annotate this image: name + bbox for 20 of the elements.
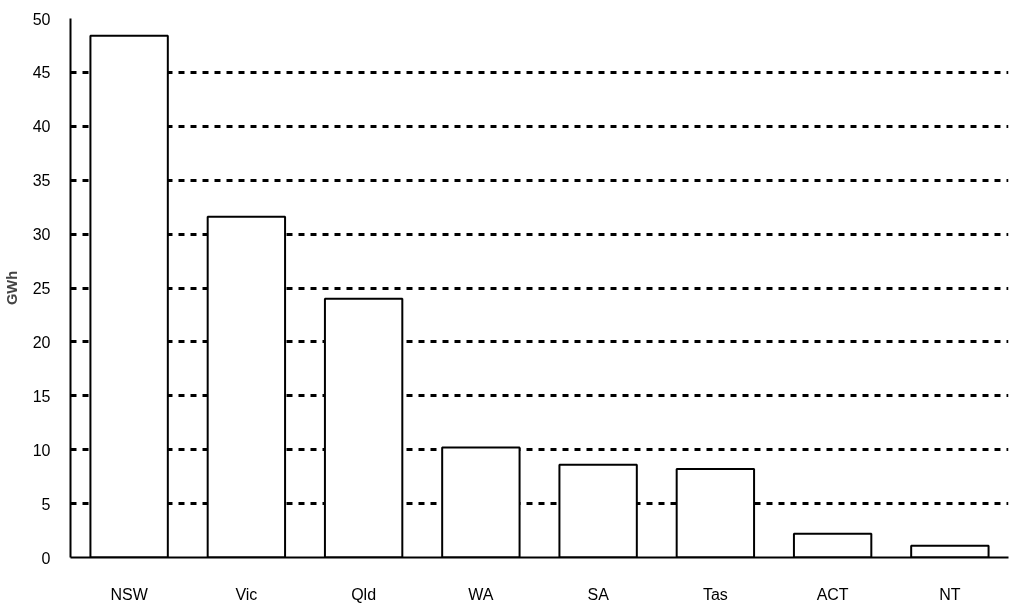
- y-tick-label: 30: [32, 226, 51, 244]
- y-tick-label: 15: [32, 387, 51, 405]
- y-tick-label: 35: [32, 172, 51, 190]
- y-tick-label: 0: [41, 549, 51, 567]
- x-tick-label: NSW: [110, 585, 149, 603]
- y-tick-label: 25: [32, 280, 51, 297]
- y-tick-label: 45: [32, 64, 51, 82]
- x-tick-label: Tas: [702, 585, 728, 603]
- x-tick-label: Vic: [235, 585, 258, 603]
- y-tick-label: 50: [32, 10, 51, 28]
- y-tick-label: 10: [32, 441, 51, 459]
- y-tick-label: 20: [32, 333, 51, 351]
- y-tick-label: 5: [41, 495, 51, 513]
- x-tick-label: Qld: [351, 585, 377, 603]
- x-tick-label: SA: [587, 585, 610, 603]
- y-axis-title: GWh: [3, 270, 20, 306]
- x-tick-label: NT: [939, 585, 961, 603]
- y-tick-label: 40: [32, 118, 51, 136]
- x-tick-label: ACT: [816, 585, 849, 603]
- x-tick-label: WA: [468, 585, 494, 603]
